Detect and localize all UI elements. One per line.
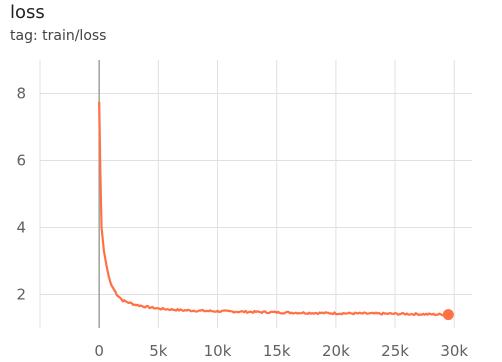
y-tick-label: 2 [16,286,26,304]
x-tick-label: 15k [263,342,291,360]
x-tick-label: 25k [381,342,409,360]
chart-title: loss [10,2,45,23]
x-tick-label: 0 [94,342,104,360]
x-tick-label: 30k [440,342,468,360]
x-tick-label: 10k [204,342,232,360]
x-tick-label: 20k [322,342,350,360]
loss-series-line [98,101,449,317]
grid-lines [39,60,472,328]
y-axis: 2 4 6 8 [16,85,26,304]
y-tick-label: 6 [16,152,26,170]
chart-subtitle: tag: train/loss [10,28,107,44]
x-tick-label: 5k [149,342,168,360]
y-tick-label: 4 [16,219,26,237]
series-layer [98,101,454,321]
y-tick-label: 8 [16,85,26,103]
last-point-marker[interactable] [442,309,454,321]
x-axis: 0 5k 10k 15k 20k 25k 30k [94,342,468,360]
